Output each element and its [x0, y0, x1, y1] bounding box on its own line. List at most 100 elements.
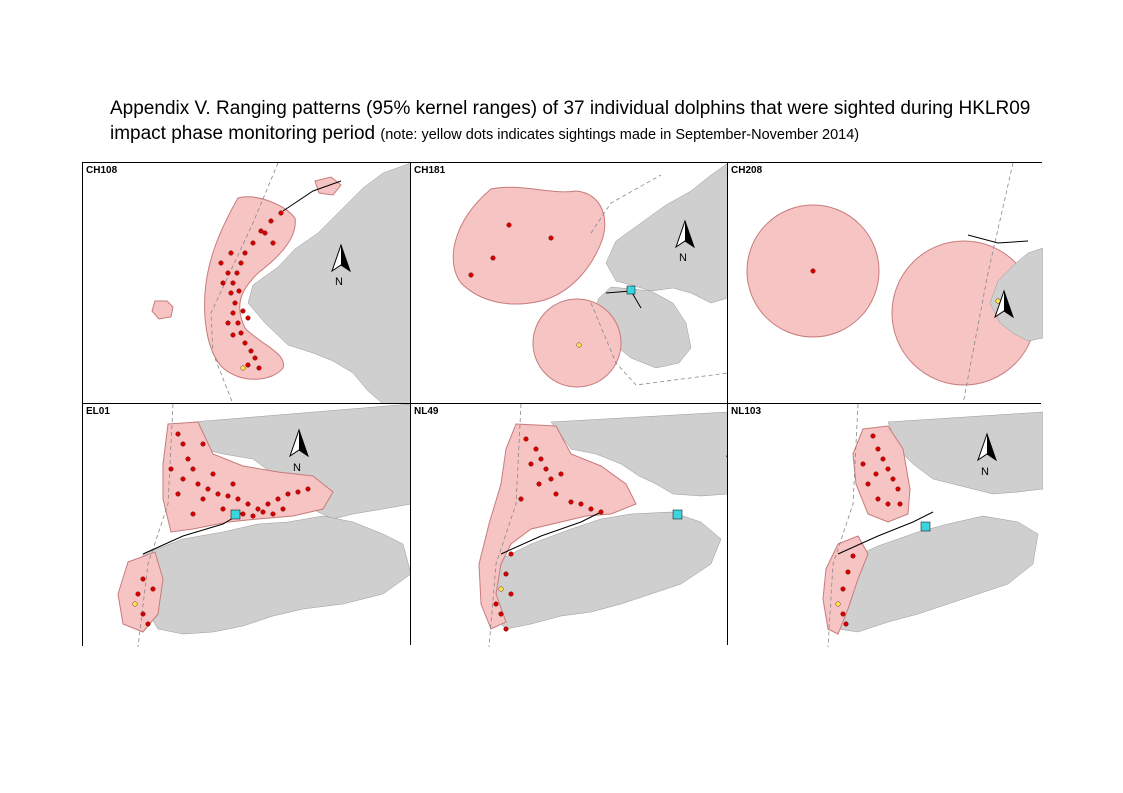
sighting-dot	[275, 496, 281, 502]
sighting-dot	[268, 218, 274, 224]
sighting-dot	[558, 471, 564, 477]
north-label: N	[335, 276, 343, 288]
sighting-dot	[840, 611, 846, 617]
sighting-dot	[245, 501, 251, 507]
bridge-marker	[672, 509, 683, 520]
bridge-marker	[920, 521, 931, 532]
sighting-dot	[305, 486, 311, 492]
sighting-dot	[518, 496, 524, 502]
sighting-dot	[175, 491, 181, 497]
sighting-dots	[218, 210, 284, 371]
title-note: (note: yellow dots indicates sightings m…	[380, 127, 860, 143]
map-panel-el01: EL01 N	[83, 404, 411, 647]
boundary-line	[137, 404, 174, 647]
north-label: N	[981, 466, 989, 478]
bridge-marker	[626, 285, 636, 295]
sighting-dot	[135, 591, 141, 597]
sighting-dot	[248, 348, 254, 354]
sighting-dots	[810, 268, 1001, 304]
sighting-dot	[548, 235, 554, 241]
map-ch208	[746, 163, 1043, 404]
sighting-dots	[493, 436, 604, 632]
sighting-dot	[190, 466, 196, 472]
bridge-line	[967, 234, 1029, 244]
sighting-dot	[845, 569, 851, 575]
sighting-dot	[543, 466, 549, 472]
land-mass	[989, 247, 1043, 342]
boundary-line	[210, 163, 279, 404]
title-main: Appendix V. Ranging patterns (95% kernel…	[110, 98, 1031, 144]
sighting-dot-recent	[240, 365, 246, 371]
sighting-dot	[255, 506, 261, 512]
sighting-dot	[225, 493, 231, 499]
sighting-dot	[260, 509, 266, 515]
sighting-dot	[810, 268, 816, 274]
sighting-dot	[200, 441, 206, 447]
sighting-dot	[468, 272, 474, 278]
sighting-dots	[835, 433, 903, 627]
sighting-dot	[242, 340, 248, 346]
sighting-dot	[252, 355, 258, 361]
sighting-dot	[200, 496, 206, 502]
boundary-line	[590, 174, 728, 386]
sighting-dot	[890, 476, 896, 482]
map-nl103: N	[822, 404, 1043, 647]
boundary-line	[488, 404, 522, 647]
range-area	[452, 186, 606, 305]
sighting-dot	[536, 481, 542, 487]
map-nl49: N	[478, 404, 728, 647]
sighting-dot	[232, 300, 238, 306]
sighting-dot	[533, 446, 539, 452]
land-mass	[192, 404, 411, 520]
sighting-dot	[230, 481, 236, 487]
sighting-dot	[240, 511, 246, 517]
north-label: N	[679, 252, 687, 264]
panel-label-nl49: NL49	[414, 406, 439, 417]
grid-divider	[410, 163, 411, 645]
bridge-line	[837, 511, 934, 555]
land-mass-south	[837, 515, 1039, 633]
sighting-dot	[506, 222, 512, 228]
sighting-dot	[880, 456, 886, 462]
sighting-dot	[578, 501, 584, 507]
map-panel-ch108: CH108 N	[83, 163, 411, 404]
sighting-dot	[140, 611, 146, 617]
panel-label-nl103: NL103	[731, 406, 762, 417]
sighting-dot	[180, 441, 186, 447]
sighting-dot	[270, 240, 276, 246]
north-arrow: N	[331, 243, 351, 288]
sighting-dot	[228, 290, 234, 296]
bridge-line	[282, 180, 342, 212]
sighting-dot-recent	[576, 342, 582, 348]
sighting-dot	[235, 496, 241, 502]
sighting-dot	[860, 461, 866, 467]
sighting-dot	[210, 471, 216, 477]
panel-label-ch208: CH208	[731, 165, 763, 176]
sighting-dot	[168, 466, 174, 472]
sighting-dot	[295, 489, 301, 495]
sighting-dot	[180, 476, 186, 482]
sighting-dot	[230, 310, 236, 316]
sighting-dot	[150, 586, 156, 592]
sighting-dot	[285, 491, 291, 497]
map-panel-ch208: CH208	[728, 163, 1043, 404]
north-label: N	[293, 462, 301, 474]
sighting-dots	[132, 431, 311, 627]
map-ch181: N	[452, 163, 728, 388]
sighting-dot	[190, 511, 196, 517]
sighting-dot	[245, 315, 251, 321]
range-area-2	[117, 551, 164, 633]
sighting-dot	[218, 260, 224, 266]
sighting-dot	[245, 362, 251, 368]
sighting-dot	[885, 501, 891, 507]
sighting-dot	[280, 506, 286, 512]
grid-divider	[83, 403, 1041, 404]
sighting-dot	[250, 240, 256, 246]
sighting-dot	[897, 501, 903, 507]
map-grid: CH108 N CH181	[82, 162, 1043, 647]
map-el01: N	[117, 404, 411, 647]
sighting-dot	[490, 255, 496, 261]
range-area-2	[532, 298, 622, 388]
panel-label-ch108: CH108	[86, 165, 118, 176]
sighting-dot	[875, 446, 881, 452]
